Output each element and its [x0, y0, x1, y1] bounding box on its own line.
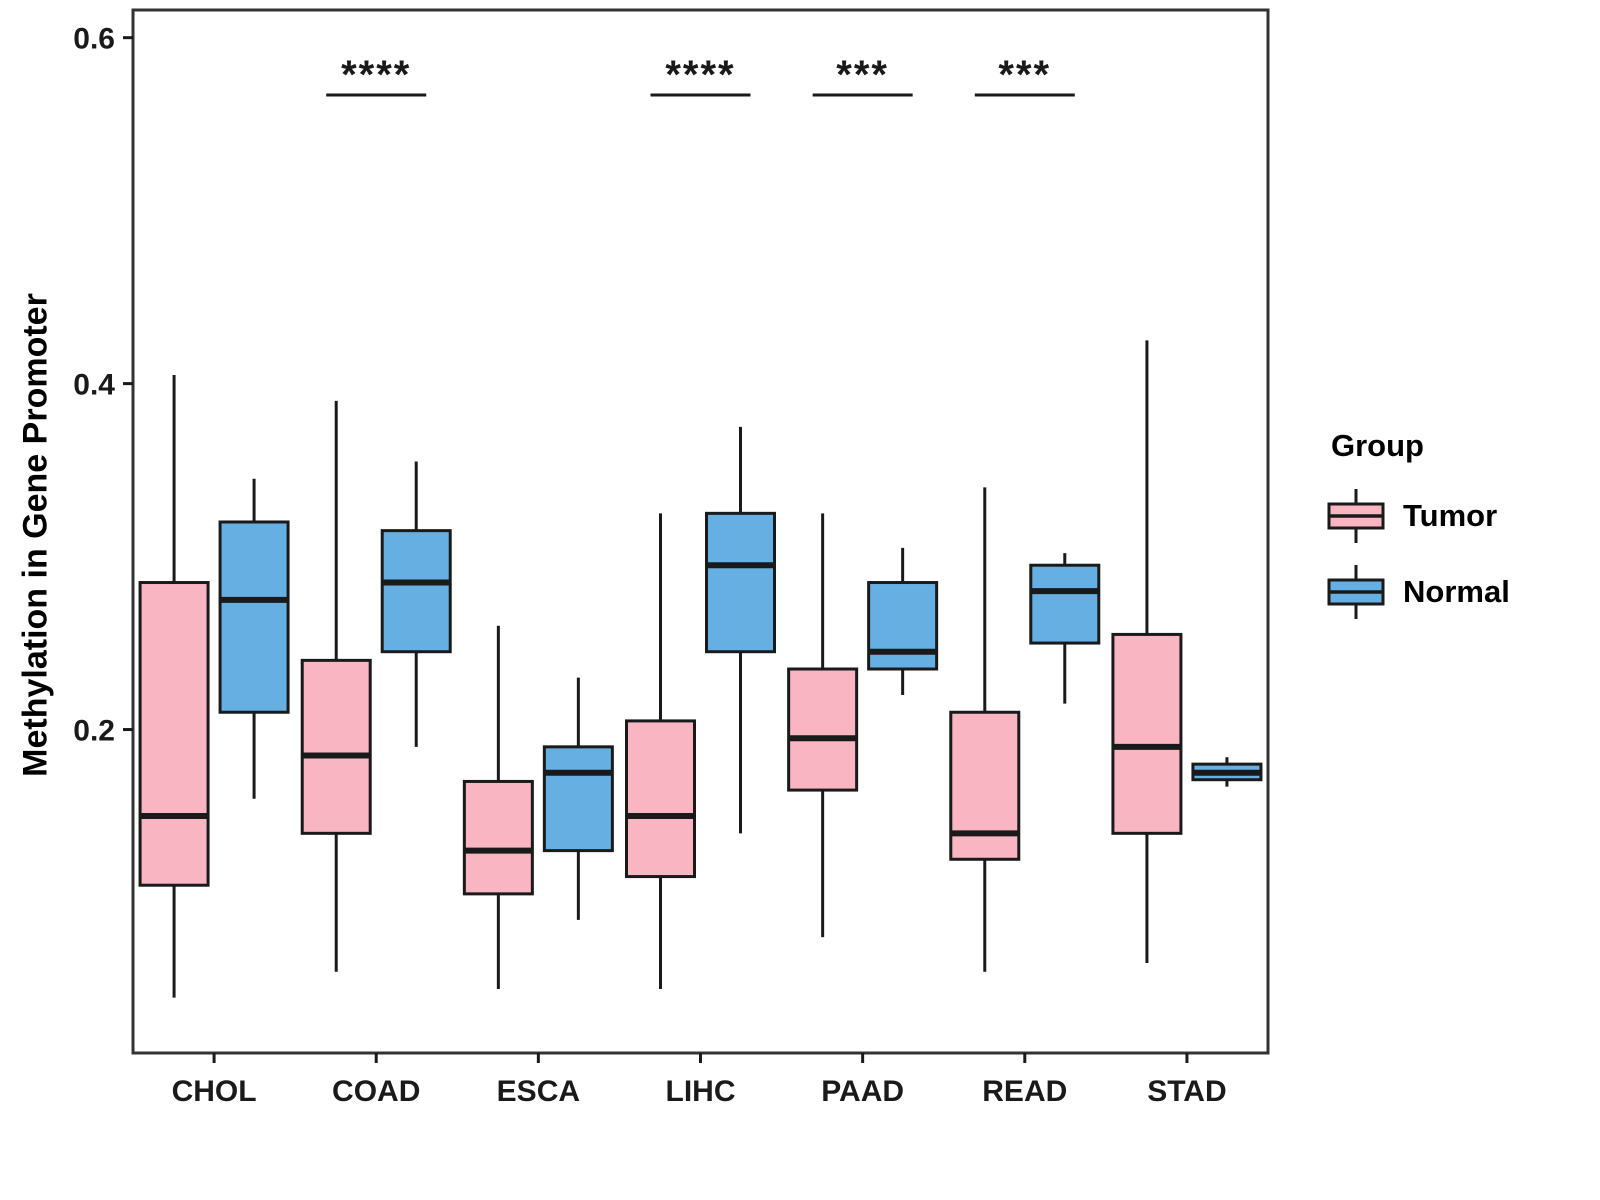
- legend: Group Tumor Normal: [1325, 428, 1510, 638]
- box-Tumor-ESCA: [462, 779, 534, 896]
- y-tick-label-0.2: 0.2: [73, 715, 115, 748]
- significance-label-LIHC: ****: [665, 53, 735, 97]
- x-tick-label-COAD: COAD: [332, 1075, 420, 1108]
- box-Tumor-LIHC: [625, 719, 696, 879]
- x-tick-label-CHOL: CHOL: [172, 1075, 257, 1108]
- legend-entry-normal: Normal: [1325, 562, 1510, 622]
- x-tick-label-READ: READ: [982, 1075, 1067, 1108]
- x-tick-label-STAD: STAD: [1147, 1075, 1226, 1108]
- significance-label-COAD: ****: [341, 53, 411, 97]
- legend-entry-tumor: Tumor: [1325, 486, 1510, 546]
- significance-label-PAAD: ***: [836, 53, 889, 97]
- panel-border: [131, 8, 1270, 1055]
- box-Tumor-READ: [949, 710, 1021, 861]
- y-tick-label-0.4: 0.4: [73, 369, 115, 402]
- box-Normal-READ: [1029, 563, 1101, 645]
- box-Normal-PAAD: [867, 581, 939, 671]
- legend-label-normal: Normal: [1403, 574, 1510, 609]
- box-Tumor-STAD: [1111, 632, 1183, 835]
- x-tick-label-PAAD: PAAD: [821, 1075, 904, 1108]
- box-Normal-COAD: [380, 529, 452, 654]
- box-Tumor-PAAD: [787, 667, 859, 792]
- box-Tumor-CHOL: [138, 581, 210, 887]
- box-Tumor-COAD: [300, 658, 372, 835]
- tumor-boxplot-key-icon: [1325, 486, 1387, 546]
- legend-key-glyph-tumor: [1327, 489, 1385, 543]
- y-tick-label-0.6: 0.6: [73, 23, 115, 56]
- legend-label-tumor: Tumor: [1403, 498, 1498, 533]
- legend-key-glyph-normal: [1327, 565, 1385, 619]
- box-Normal-LIHC: [705, 511, 776, 654]
- box-Normal-CHOL: [218, 520, 290, 714]
- legend-title: Group: [1331, 428, 1424, 463]
- x-tick-label-LIHC: LIHC: [666, 1075, 736, 1108]
- x-tick-label-ESCA: ESCA: [497, 1075, 580, 1108]
- y-axis-title: Methylation in Gene Promoter: [16, 293, 55, 777]
- normal-boxplot-key-icon: [1325, 562, 1387, 622]
- box-Normal-ESCA: [542, 745, 614, 853]
- significance-label-READ: ***: [998, 53, 1051, 97]
